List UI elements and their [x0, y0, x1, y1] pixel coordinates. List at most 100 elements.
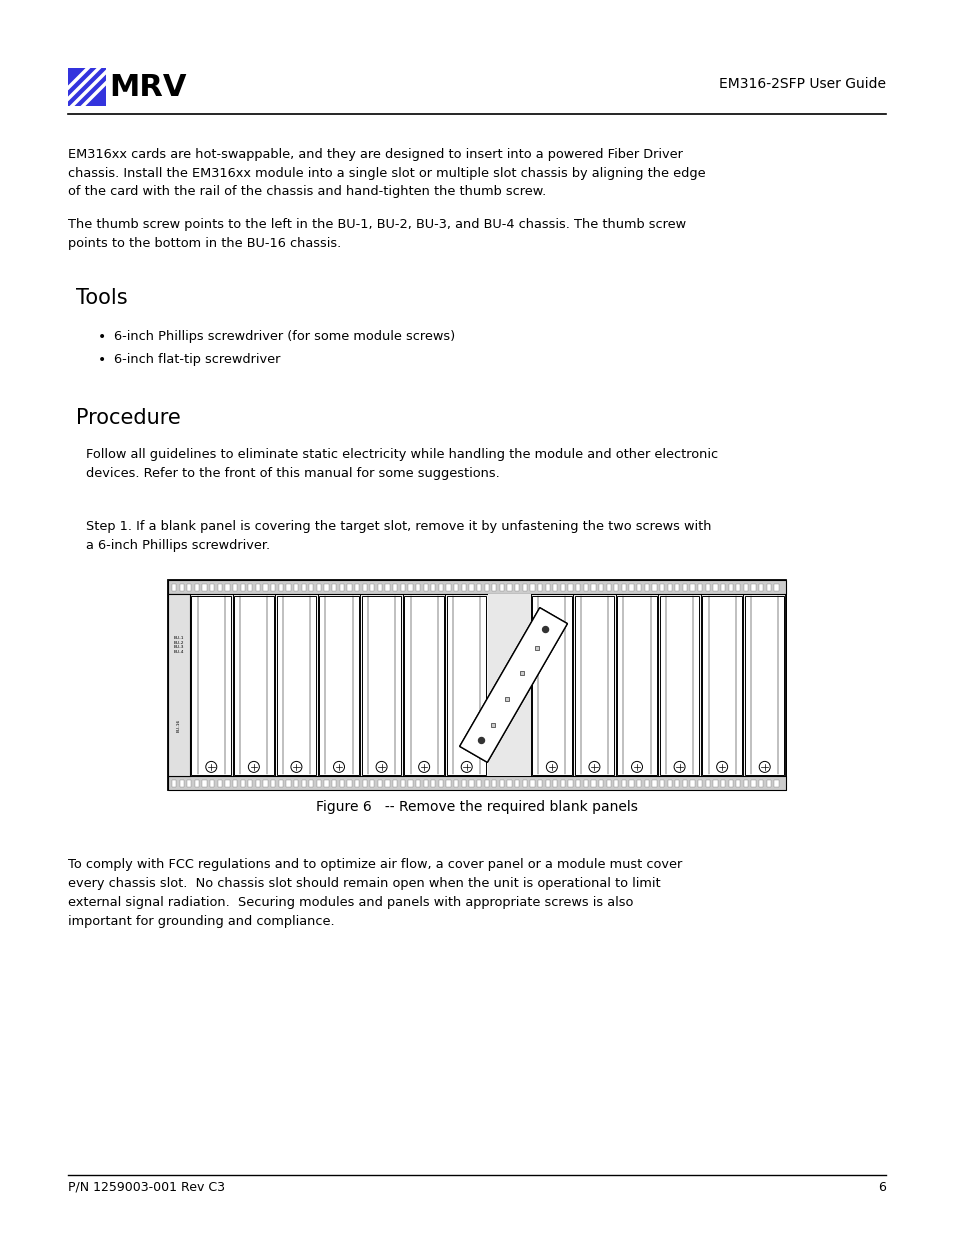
- Bar: [713, 779, 717, 787]
- Bar: [377, 779, 381, 787]
- Bar: [423, 583, 427, 590]
- Bar: [644, 583, 648, 590]
- Bar: [332, 779, 336, 787]
- Circle shape: [631, 762, 641, 772]
- Text: BU-16: BU-16: [177, 719, 181, 731]
- Bar: [255, 779, 260, 787]
- Circle shape: [674, 762, 684, 772]
- Bar: [194, 583, 199, 590]
- Bar: [515, 583, 518, 590]
- Bar: [574, 595, 614, 774]
- Text: important for grounding and compliance.: important for grounding and compliance.: [68, 915, 335, 927]
- Bar: [519, 672, 523, 676]
- Bar: [400, 779, 404, 787]
- Bar: [736, 779, 740, 787]
- Bar: [461, 583, 465, 590]
- Bar: [408, 583, 412, 590]
- Bar: [515, 779, 518, 787]
- Bar: [568, 779, 572, 787]
- Bar: [682, 583, 686, 590]
- Bar: [728, 583, 732, 590]
- Text: Follow all guidelines to eliminate static electricity while handling the module : Follow all guidelines to eliminate stati…: [86, 448, 718, 479]
- Circle shape: [206, 762, 216, 772]
- Bar: [202, 583, 207, 590]
- Bar: [172, 583, 176, 590]
- Polygon shape: [459, 608, 567, 762]
- Bar: [705, 583, 709, 590]
- Bar: [187, 779, 192, 787]
- Bar: [637, 779, 640, 787]
- Bar: [598, 583, 602, 590]
- Bar: [675, 583, 679, 590]
- Bar: [347, 583, 352, 590]
- Bar: [606, 583, 610, 590]
- Bar: [720, 583, 724, 590]
- Bar: [522, 779, 526, 787]
- Bar: [454, 779, 457, 787]
- Bar: [751, 779, 755, 787]
- Bar: [339, 779, 344, 787]
- Text: Step 1. If a blank panel is covering the target slot, remove it by unfastening t: Step 1. If a blank panel is covering the…: [86, 520, 711, 552]
- Bar: [233, 595, 274, 774]
- Bar: [659, 595, 699, 774]
- Bar: [476, 779, 480, 787]
- Circle shape: [334, 762, 344, 772]
- Bar: [276, 595, 315, 774]
- Bar: [194, 779, 199, 787]
- Bar: [490, 722, 494, 726]
- Bar: [469, 583, 473, 590]
- Text: The thumb screw points to the left in the BU-1, BU-2, BU-3, and BU-4 chassis. Th: The thumb screw points to the left in th…: [68, 219, 685, 249]
- Bar: [347, 779, 352, 787]
- Bar: [530, 779, 534, 787]
- Bar: [766, 779, 770, 787]
- Bar: [637, 583, 640, 590]
- Bar: [553, 583, 557, 590]
- Bar: [438, 583, 442, 590]
- Bar: [355, 583, 359, 590]
- Bar: [492, 779, 496, 787]
- Bar: [179, 583, 184, 590]
- Bar: [537, 583, 541, 590]
- Bar: [591, 583, 595, 590]
- Bar: [553, 779, 557, 787]
- Bar: [431, 779, 435, 787]
- Bar: [446, 583, 450, 590]
- Bar: [362, 779, 367, 787]
- Bar: [576, 583, 579, 590]
- Text: BU-1
BU-2
BU-3
BU-4: BU-1 BU-2 BU-3 BU-4: [173, 636, 184, 653]
- Bar: [461, 779, 465, 787]
- Bar: [617, 595, 656, 774]
- Bar: [263, 779, 268, 787]
- Text: MRV: MRV: [109, 73, 186, 101]
- Bar: [431, 583, 435, 590]
- Bar: [743, 583, 747, 590]
- Bar: [168, 580, 785, 594]
- Bar: [301, 779, 306, 787]
- Bar: [202, 779, 207, 787]
- Bar: [446, 595, 486, 774]
- Bar: [736, 583, 740, 590]
- Bar: [759, 583, 762, 590]
- Circle shape: [716, 762, 727, 772]
- Bar: [286, 583, 291, 590]
- Bar: [644, 779, 648, 787]
- Bar: [698, 583, 701, 590]
- Bar: [355, 779, 359, 787]
- Bar: [225, 779, 230, 787]
- Bar: [168, 594, 190, 776]
- Bar: [766, 583, 770, 590]
- Bar: [629, 583, 633, 590]
- Polygon shape: [459, 608, 567, 762]
- Bar: [362, 583, 367, 590]
- Text: Figure 6   -- Remove the required blank panels: Figure 6 -- Remove the required blank pa…: [315, 800, 638, 814]
- Bar: [499, 779, 503, 787]
- Bar: [240, 583, 245, 590]
- Text: 6: 6: [877, 1181, 885, 1194]
- Bar: [385, 779, 389, 787]
- Circle shape: [478, 737, 484, 743]
- Bar: [492, 583, 496, 590]
- Text: EM316-2SFP User Guide: EM316-2SFP User Guide: [719, 77, 885, 91]
- Bar: [179, 779, 184, 787]
- Bar: [545, 779, 549, 787]
- Bar: [172, 779, 176, 787]
